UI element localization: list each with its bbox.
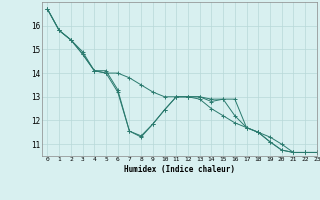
X-axis label: Humidex (Indice chaleur): Humidex (Indice chaleur)	[124, 165, 235, 174]
